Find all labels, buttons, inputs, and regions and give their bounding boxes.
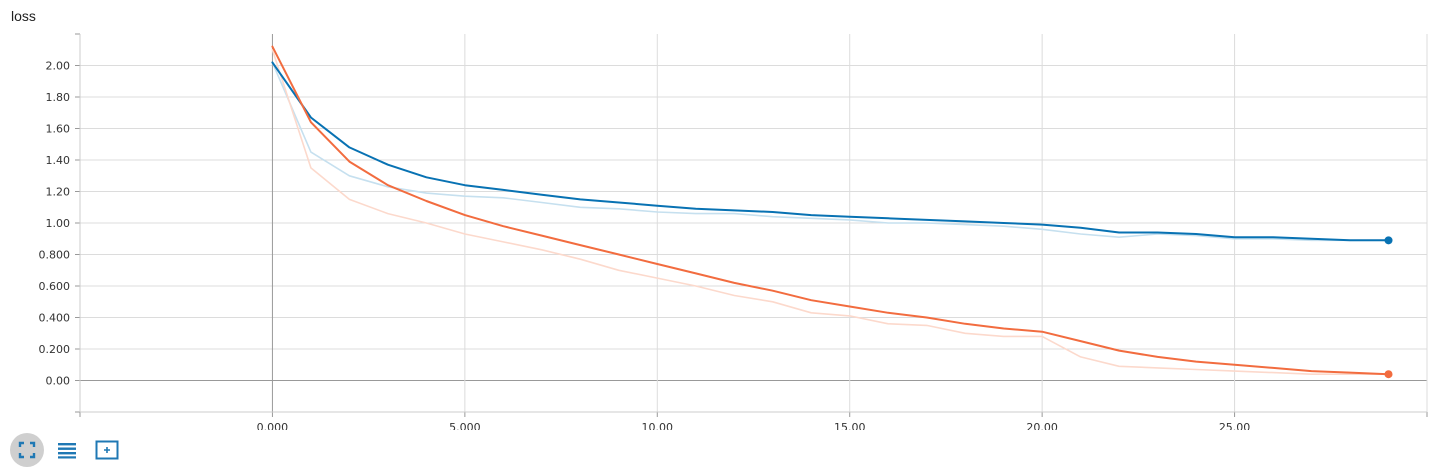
- chart-toolbar: [10, 433, 124, 467]
- x-tick-label: 0.000: [257, 421, 289, 430]
- raw-series-line: [271, 61, 1390, 242]
- y-tick-label: 0.600: [39, 280, 71, 293]
- y-tick-label: 1.00: [46, 217, 71, 230]
- y-tick-label: 1.40: [46, 154, 71, 167]
- tick-label-layer: 0.00 0.200 0.400 0.600 0.800 1.00 1.20 1.40 1.60…: [39, 60, 1251, 431]
- x-tick-label: 20.00: [1026, 421, 1058, 430]
- y-tick-label: 0.200: [39, 343, 71, 356]
- y-tick-label: 1.80: [46, 91, 71, 104]
- y-tick-label: 0.800: [39, 249, 71, 262]
- series-end-marker: [1384, 236, 1393, 245]
- smoothed-series-line: [271, 45, 1390, 376]
- fullscreen-icon: [18, 441, 36, 459]
- loss-chart: 0.00 0.200 0.400 0.600 0.800 1.00 1.20 1.40 1.60…: [39, 33, 1428, 431]
- series-layer: [271, 45, 1390, 376]
- grid-layer: [80, 34, 1428, 412]
- fullscreen-button[interactable]: [10, 433, 44, 467]
- chart-title: loss: [11, 8, 36, 24]
- list-icon: [58, 443, 76, 459]
- y-tick-label: 1.60: [46, 123, 71, 136]
- axis-layer: [75, 33, 1428, 417]
- y-tick-label: 0.400: [39, 312, 71, 325]
- smoothed-series-line: [271, 61, 1390, 242]
- x-tick-label: 25.00: [1219, 421, 1251, 430]
- y-tick-label: 1.20: [46, 186, 71, 199]
- y-tick-label: 0.00: [46, 375, 71, 388]
- x-tick-label: 15.00: [834, 421, 866, 430]
- y-tick-label: 2.00: [46, 60, 71, 73]
- series-end-marker: [1384, 370, 1393, 379]
- x-tick-label: 5.000: [449, 421, 481, 430]
- x-tick-label: 10.00: [642, 421, 674, 430]
- fit-domain-icon: [95, 440, 119, 460]
- fit-domain-button[interactable]: [90, 433, 124, 467]
- raw-series-line: [271, 48, 1390, 376]
- toggle-y-log-button[interactable]: [50, 433, 84, 467]
- end-marker-layer: [1384, 236, 1393, 379]
